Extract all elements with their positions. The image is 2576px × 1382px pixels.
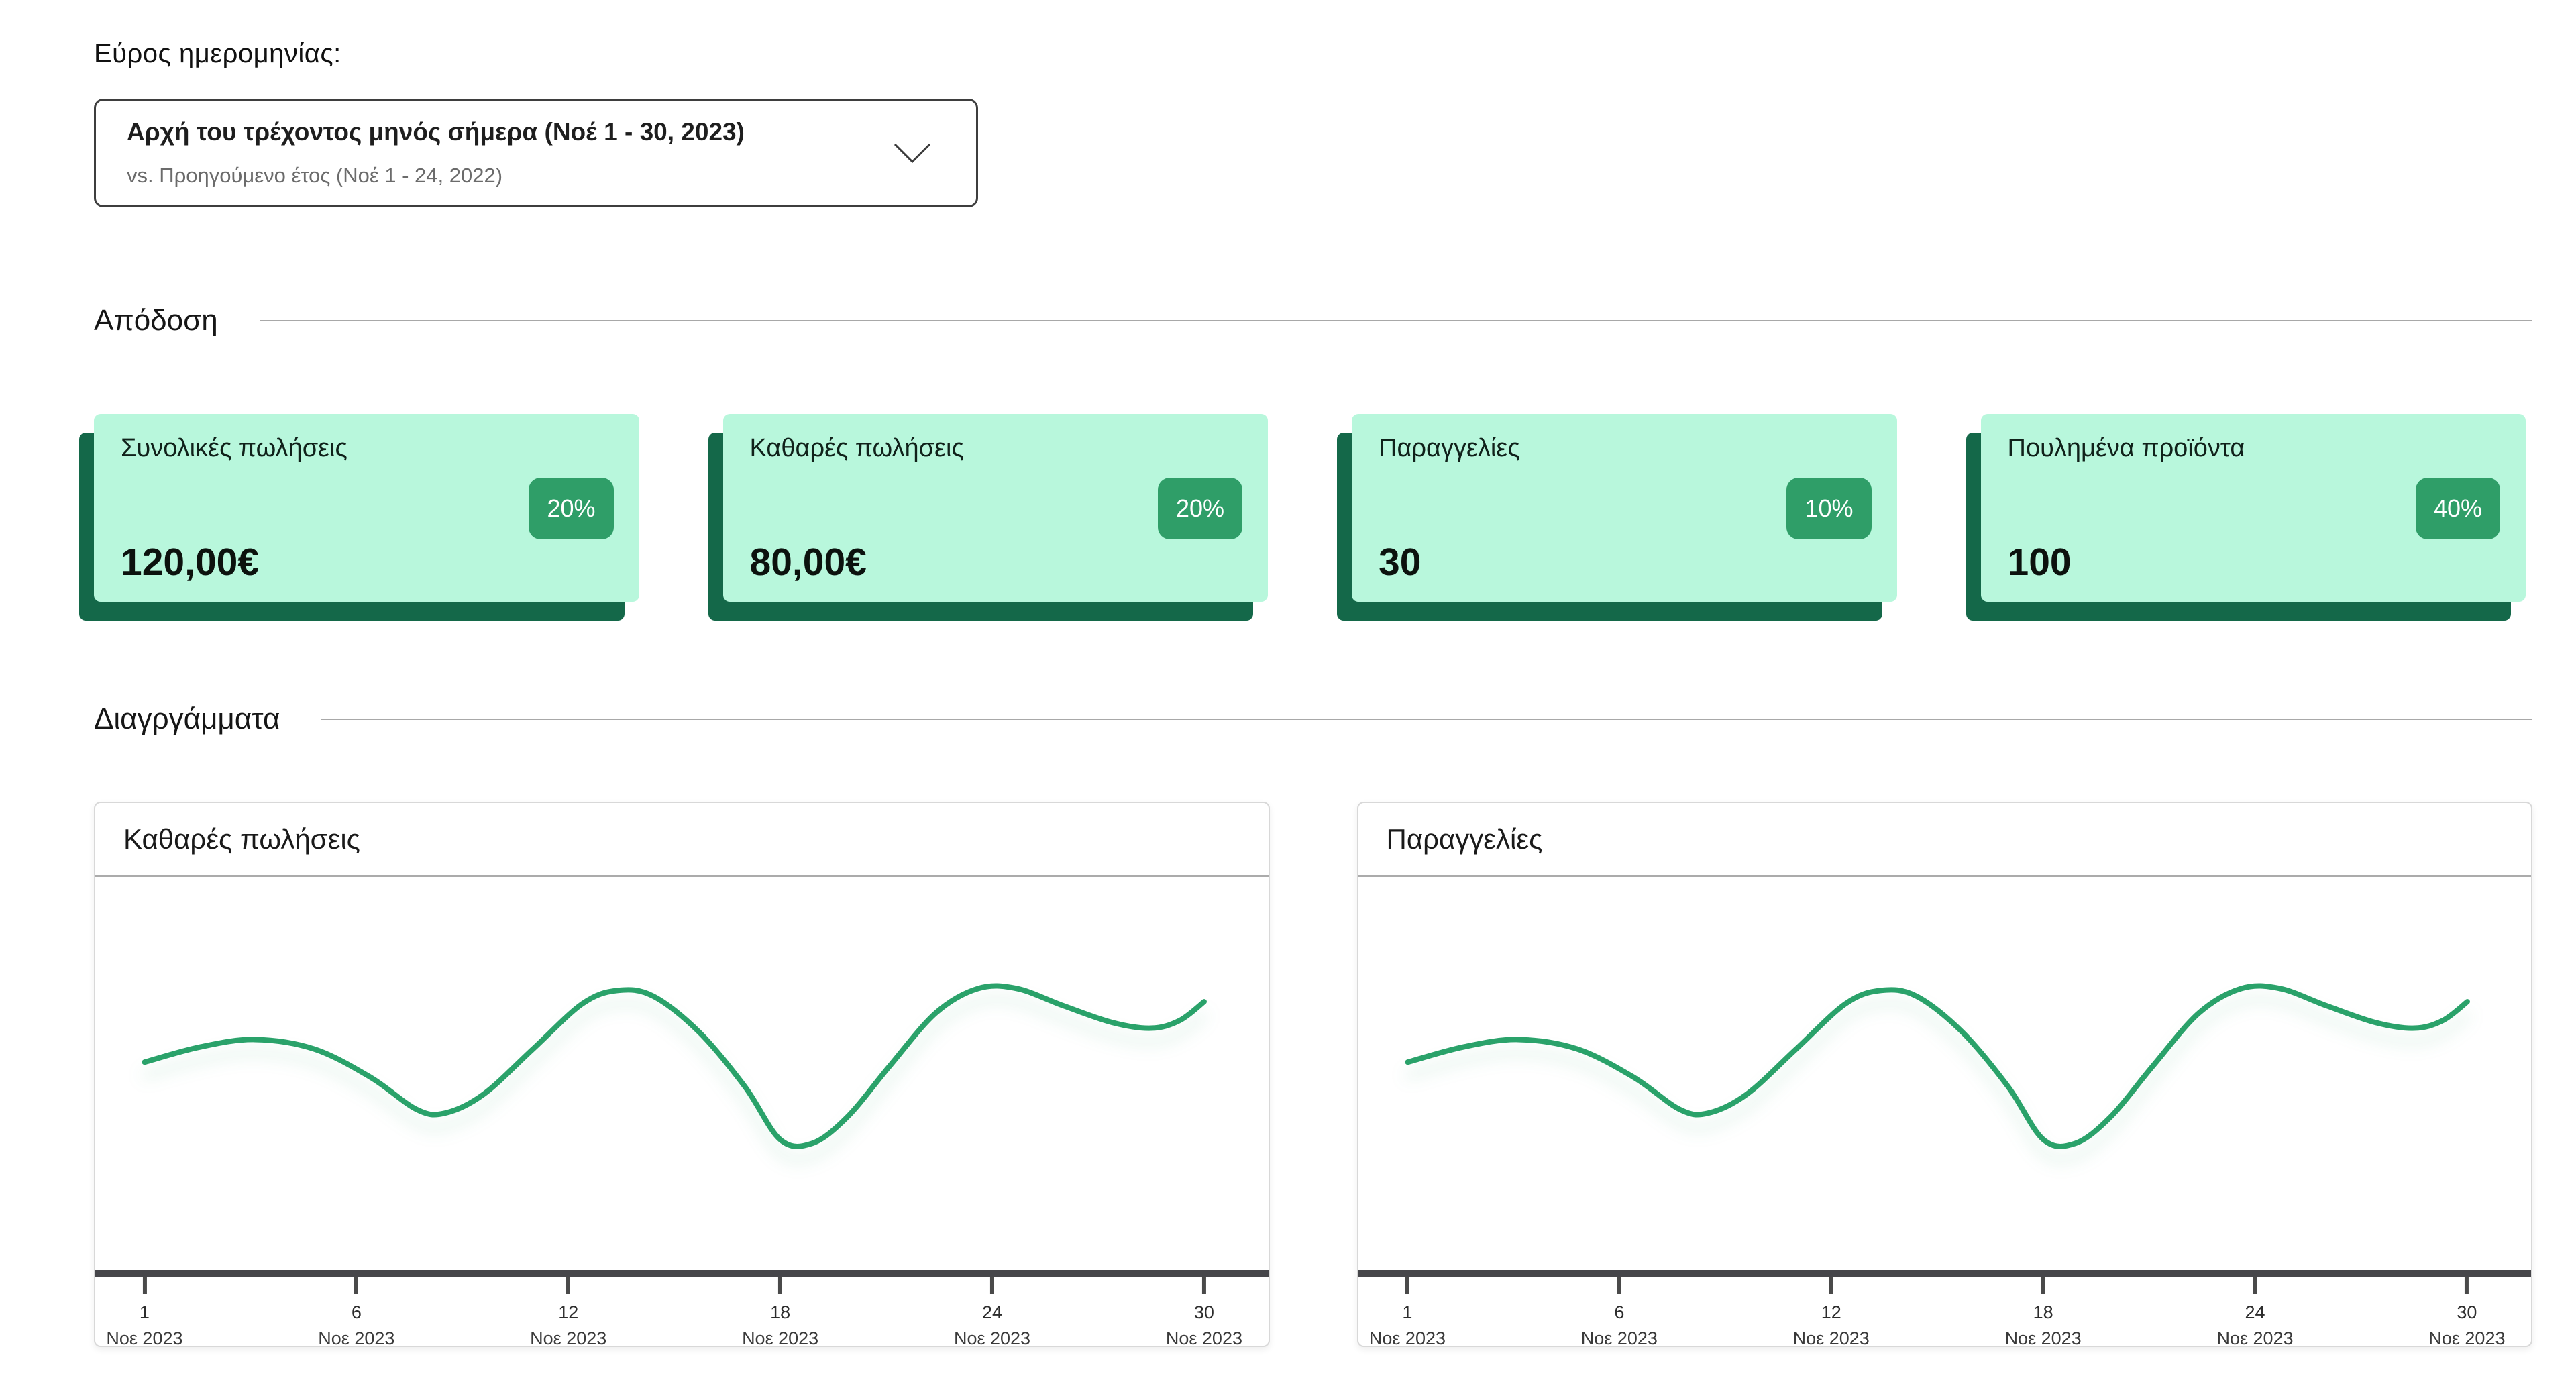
x-tick-month-label: Νοε 2023 (1580, 1328, 1658, 1347)
line-series-svg (1358, 877, 2532, 1270)
x-tick: 6 Νοε 2023 (1580, 1277, 1658, 1347)
x-tick-month-label: Νοε 2023 (2428, 1328, 2506, 1347)
x-tick-mark (142, 1277, 147, 1294)
x-tick: 30 Νοε 2023 (2428, 1277, 2506, 1347)
chart-header-divider (1358, 875, 2531, 877)
performance-section-header: Απόδοση (94, 304, 2532, 337)
x-tick-mark (1617, 1277, 1621, 1294)
kpi-card-net-sales[interactable]: Καθαρές πωλήσεις 20% 80,00€ (722, 414, 1268, 602)
kpi-cards-row: Συνολικές πωλήσεις 20% 120,00€ Καθαρές π… (94, 414, 2532, 602)
x-tick-mark (778, 1277, 783, 1294)
x-tick-day-label: 18 (770, 1302, 791, 1322)
x-tick: 1 Νοε 2023 (1368, 1277, 1446, 1347)
chart-panels-row: Καθαρές πωλήσεις 1 Νοε 2023 6 Νοε 2023 12 Νοε… (94, 802, 2532, 1347)
x-axis-ticks: 1 Νοε 2023 6 Νοε 2023 12 Νοε 2023 18 Νοε 2023 24… (1358, 1277, 2532, 1346)
x-tick-day-label: 6 (351, 1302, 362, 1322)
kpi-card-label: Πουλημένα προϊόντα (2007, 434, 2245, 462)
x-tick-mark (1829, 1277, 1833, 1294)
kpi-change-badge: 20% (1157, 478, 1242, 539)
kpi-card-value: 120,00€ (121, 541, 260, 584)
x-tick-month-label: Νοε 2023 (1792, 1328, 1870, 1347)
x-tick-month-label: Νοε 2023 (1368, 1328, 1446, 1347)
x-tick-day-label: 12 (1821, 1302, 1841, 1322)
date-range-label: Εύρος ημερομηνίας: (94, 39, 341, 68)
chart-panel-net-sales: Καθαρές πωλήσεις 1 Νοε 2023 6 Νοε 2023 12 Νοε… (94, 802, 1270, 1347)
chart-panel-header: Παραγγελίες (1358, 803, 2532, 875)
chevron-down-icon (894, 143, 931, 164)
charts-heading: Διαγργάμματα (94, 702, 280, 735)
x-tick: 12 Νοε 2023 (1792, 1277, 1870, 1347)
x-axis-line (1358, 1270, 2531, 1277)
performance-heading-divider (259, 320, 2532, 321)
chart-header-divider (95, 875, 1269, 877)
x-tick-mark (2465, 1277, 2469, 1294)
x-tick-day-label: 1 (139, 1302, 150, 1322)
charts-section-header: Διαγργάμματα (94, 702, 2532, 736)
x-tick-mark (354, 1277, 359, 1294)
kpi-change-badge: 40% (2415, 478, 2500, 539)
x-tick-mark (1405, 1277, 1409, 1294)
line-chart-plot-area[interactable] (1358, 877, 2532, 1270)
x-tick-month-label: Νοε 2023 (318, 1328, 395, 1347)
date-range-comparison-value: vs. Προηγούμενο έτος (Νοέ 1 - 24, 2022) (127, 164, 503, 187)
x-tick-day-label: 30 (2457, 1302, 2477, 1322)
x-tick-month-label: Νοε 2023 (953, 1328, 1031, 1347)
kpi-card-value: 80,00€ (749, 541, 867, 584)
x-tick: 30 Νοε 2023 (1165, 1277, 1242, 1347)
kpi-card-label: Καθαρές πωλήσεις (749, 434, 964, 462)
performance-heading: Απόδοση (94, 304, 218, 337)
chart-title: Καθαρές πωλήσεις (123, 823, 360, 855)
x-tick: 24 Νοε 2023 (2216, 1277, 2294, 1347)
x-tick-day-label: 18 (2033, 1302, 2053, 1322)
x-tick-mark (990, 1277, 995, 1294)
chart-title: Παραγγελίες (1386, 823, 1543, 855)
x-tick: 6 Νοε 2023 (318, 1277, 395, 1347)
x-tick-month-label: Νοε 2023 (106, 1328, 183, 1347)
x-tick-month-label: Νοε 2023 (2216, 1328, 2294, 1347)
date-range-selected-value: Αρχή του τρέχοντος μηνός σήμερα (Νοέ 1 -… (127, 118, 745, 146)
x-tick-mark (2253, 1277, 2257, 1294)
kpi-card-products-sold[interactable]: Πουλημένα προϊόντα 40% 100 (1980, 414, 2526, 602)
kpi-card-value: 30 (1379, 541, 1421, 584)
date-range-dropdown[interactable]: Αρχή του τρέχοντος μηνός σήμερα (Νοέ 1 -… (94, 99, 978, 207)
x-tick-mark (2041, 1277, 2045, 1294)
x-tick-day-label: 24 (981, 1302, 1003, 1322)
x-tick-month-label: Νοε 2023 (1165, 1328, 1242, 1347)
x-tick-mark (1201, 1277, 1206, 1294)
x-tick-month-label: Νοε 2023 (530, 1328, 607, 1347)
kpi-card-value: 100 (2007, 541, 2072, 584)
chart-panel-orders: Παραγγελίες 1 Νοε 2023 6 Νοε 2023 12 Νοε 2023… (1356, 802, 2532, 1347)
x-tick-day-label: 12 (558, 1302, 579, 1322)
kpi-change-badge: 20% (529, 478, 614, 539)
kpi-card-total-sales[interactable]: Συνολικές πωλήσεις 20% 120,00€ (94, 414, 639, 602)
kpi-change-badge: 10% (1786, 478, 1872, 539)
x-axis-line (95, 1270, 1269, 1277)
x-tick: 1 Νοε 2023 (106, 1277, 183, 1347)
x-tick-mark (566, 1277, 571, 1294)
x-tick: 12 Νοε 2023 (530, 1277, 607, 1347)
x-tick-day-label: 1 (1402, 1302, 1413, 1322)
kpi-card-orders[interactable]: Παραγγελίες 10% 30 (1352, 414, 1897, 602)
x-tick: 18 Νοε 2023 (742, 1277, 819, 1347)
x-tick: 24 Νοε 2023 (953, 1277, 1031, 1347)
x-tick-day-label: 6 (1614, 1302, 1625, 1322)
kpi-card-label: Παραγγελίες (1379, 434, 1520, 462)
x-tick-month-label: Νοε 2023 (742, 1328, 819, 1347)
x-tick-day-label: 24 (2245, 1302, 2265, 1322)
line-chart-plot-area[interactable] (95, 877, 1269, 1270)
x-tick-day-label: 30 (1193, 1302, 1214, 1322)
x-tick: 18 Νοε 2023 (2004, 1277, 2082, 1347)
line-series-svg (95, 877, 1269, 1270)
charts-heading-divider (321, 719, 2532, 720)
kpi-card-label: Συνολικές πωλήσεις (121, 434, 347, 462)
x-tick-month-label: Νοε 2023 (2004, 1328, 2082, 1347)
chart-panel-header: Καθαρές πωλήσεις (95, 803, 1269, 875)
analytics-dashboard: Εύρος ημερομηνίας: Αρχή του τρέχοντος μη… (94, 39, 2532, 1347)
x-axis-ticks: 1 Νοε 2023 6 Νοε 2023 12 Νοε 2023 18 Νοε 2023 24… (95, 1277, 1269, 1346)
